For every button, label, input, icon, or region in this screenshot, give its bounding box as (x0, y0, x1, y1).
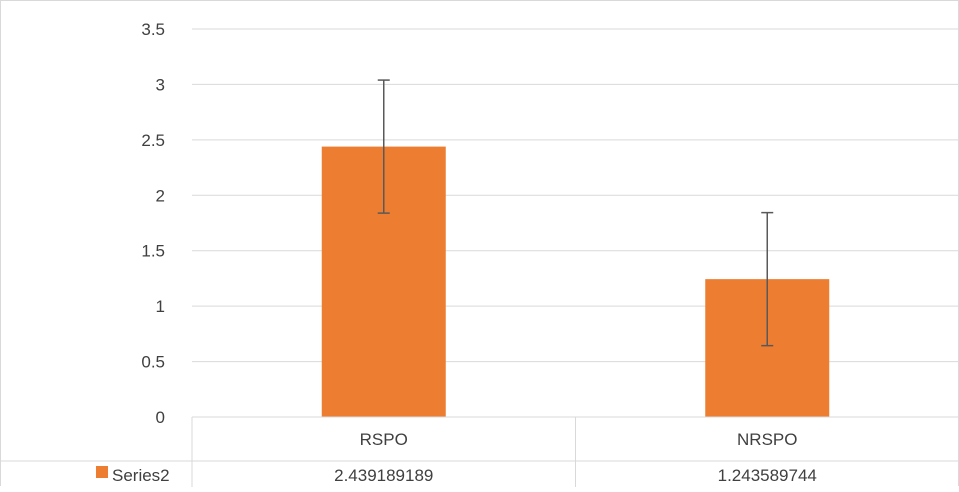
legend-label: Series2 (112, 466, 170, 485)
y-tick-label: 2.5 (141, 131, 165, 150)
x-category-label: NRSPO (737, 430, 797, 449)
y-tick-label: 3.5 (141, 20, 165, 39)
data-table-value: 2.439189189 (334, 466, 433, 485)
x-category-label: RSPO (360, 430, 408, 449)
y-tick-label: 3 (156, 75, 165, 94)
y-tick-label: 1 (156, 297, 165, 316)
error-bar-rspo (377, 79, 390, 214)
data-table-value: 1.243589744 (718, 466, 817, 485)
y-tick-label: 1.5 (141, 242, 165, 261)
y-tick-label: 0 (156, 408, 165, 427)
y-tick-label: 0.5 (141, 353, 165, 372)
legend-swatch (96, 466, 108, 478)
error-bar-nrspo (761, 211, 774, 347)
y-tick-label: 2 (156, 186, 165, 205)
